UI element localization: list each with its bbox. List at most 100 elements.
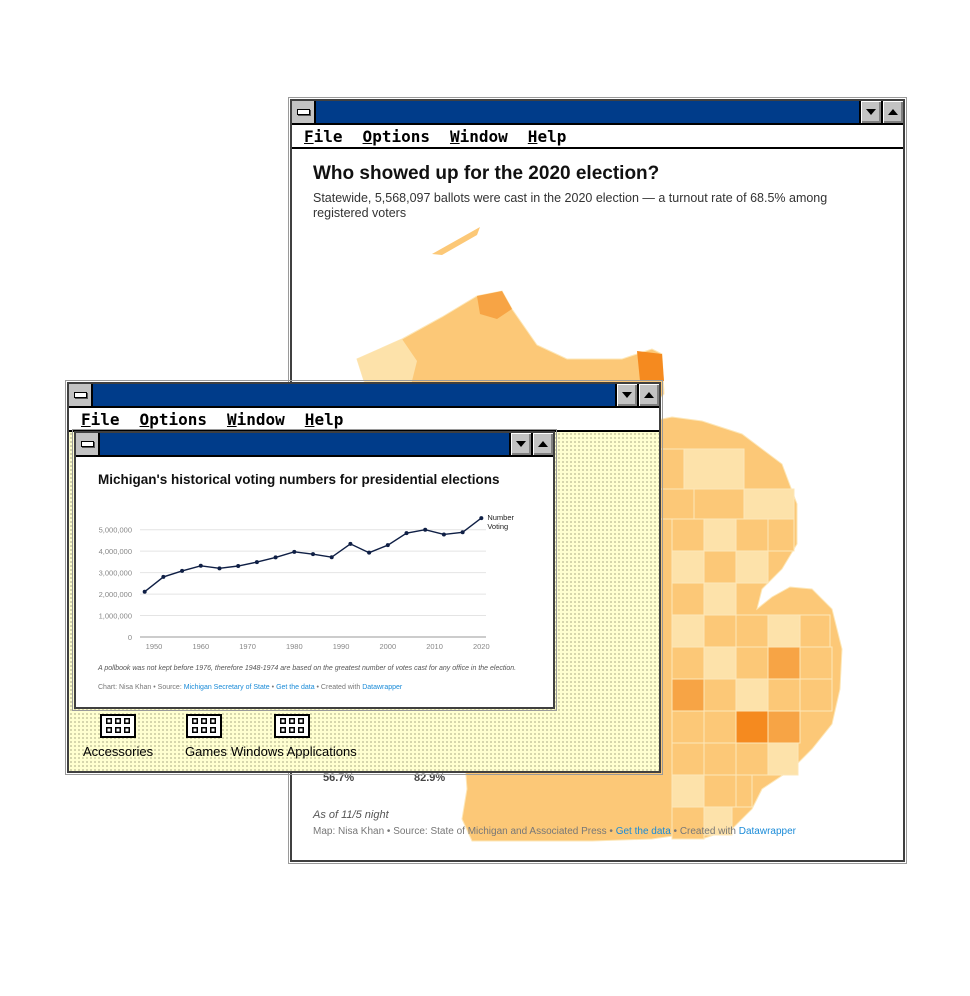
data-point <box>423 527 428 532</box>
menu-file[interactable]: File <box>81 410 120 429</box>
map-window-control-menu-button[interactable] <box>292 101 316 123</box>
menu-file-label: ile <box>90 409 120 429</box>
maximize-arrow-icon <box>644 392 654 398</box>
data-point <box>292 549 297 554</box>
county <box>671 518 705 552</box>
county <box>671 710 705 744</box>
chart-source-link[interactable]: Michigan Secretary of State <box>183 684 270 691</box>
data-point <box>460 530 465 535</box>
windows-applications-group-label[interactable]: Windows Applications <box>231 744 357 759</box>
menu-window[interactable]: Window <box>227 410 285 429</box>
county <box>799 614 831 648</box>
accessories-group-icon[interactable] <box>100 714 136 738</box>
data-point <box>236 563 241 568</box>
menu-file-accel: F <box>81 409 91 429</box>
series-label: Voting <box>487 522 508 531</box>
y-tick-label: 5,000,000 <box>99 526 132 535</box>
county <box>735 550 769 584</box>
map-credit-text: Map: Nisa Khan • Source: State of Michig… <box>313 826 616 837</box>
data-point <box>273 555 278 560</box>
county <box>767 678 801 712</box>
map-datawrapper-link[interactable]: Datawrapper <box>738 826 797 837</box>
x-tick-label: 2010 <box>426 642 443 651</box>
data-point <box>198 563 203 568</box>
data-point <box>404 531 409 536</box>
chart-credit: Chart: Nisa Khan • Source: Michigan Secr… <box>98 684 402 691</box>
county <box>671 550 705 584</box>
games-group-icon[interactable] <box>186 714 222 738</box>
map-get-data-link[interactable]: Get the data <box>615 826 671 837</box>
data-point <box>348 541 353 546</box>
data-point <box>479 516 484 521</box>
county <box>767 614 801 648</box>
county <box>671 582 705 616</box>
games-group-label[interactable]: Games <box>185 744 227 759</box>
y-tick-label: 1,000,000 <box>99 612 132 621</box>
windows-applications-group-icon[interactable] <box>274 714 310 738</box>
county <box>671 646 705 680</box>
pm-window-maximize-button[interactable] <box>637 384 659 406</box>
county <box>671 742 705 776</box>
map-credit: Map: Nisa Khan • Source: State of Michig… <box>313 826 796 837</box>
map-window-titlebar[interactable] <box>292 101 903 125</box>
minimize-arrow-icon <box>622 392 632 398</box>
series-label: Number <box>487 513 514 522</box>
county <box>767 710 801 744</box>
isle-royale-shape <box>432 227 480 255</box>
chart-window-minimize-button[interactable] <box>509 433 531 455</box>
menu-window-accel: W <box>226 409 237 429</box>
menu-help[interactable]: Help <box>528 127 567 146</box>
chart-window-control-menu-button[interactable] <box>76 433 100 455</box>
menu-help-label: elp <box>537 126 567 146</box>
pm-window-minimize-button[interactable] <box>615 384 637 406</box>
menu-help-accel: H <box>527 126 538 146</box>
menu-window[interactable]: Window <box>450 127 508 146</box>
map-credit-mid: • Created with <box>670 826 739 837</box>
pm-window-titlebar[interactable] <box>69 384 659 408</box>
y-tick-label: 2,000,000 <box>99 590 132 599</box>
county <box>767 646 801 680</box>
data-point <box>180 568 185 573</box>
menu-options-accel: O <box>139 409 150 429</box>
county <box>735 742 769 776</box>
county <box>703 710 737 744</box>
y-tick-label: 0 <box>128 633 132 642</box>
county <box>735 646 769 680</box>
county <box>735 678 769 712</box>
county <box>703 806 733 836</box>
data-point <box>367 550 372 555</box>
map-window-minimize-button[interactable] <box>859 101 881 123</box>
county <box>743 488 795 520</box>
pm-window-control-menu-button[interactable] <box>69 384 93 406</box>
menu-options-accel: O <box>362 126 373 146</box>
minimize-arrow-icon <box>866 109 876 115</box>
x-tick-label: 1970 <box>239 642 256 651</box>
data-point <box>254 560 259 565</box>
chart-window-titlebar[interactable] <box>76 433 553 457</box>
x-tick-label: 2000 <box>379 642 396 651</box>
map-window-maximize-button[interactable] <box>881 101 903 123</box>
county <box>735 710 769 744</box>
accessories-group-label[interactable]: Accessories <box>83 744 154 759</box>
y-tick-label: 4,000,000 <box>99 547 132 556</box>
menu-help[interactable]: Help <box>305 410 344 429</box>
map-as-of-note: As of 11/5 night <box>313 809 389 821</box>
x-tick-label: 1990 <box>333 642 350 651</box>
chart-datawrapper-link[interactable]: Datawrapper <box>362 684 403 691</box>
county-grid <box>591 448 833 840</box>
menu-file[interactable]: File <box>304 127 343 146</box>
menu-help-accel: H <box>304 409 315 429</box>
county <box>799 678 833 712</box>
y-tick-label: 3,000,000 <box>99 569 132 578</box>
county <box>703 646 737 680</box>
chart-get-data-link[interactable]: Get the data <box>276 684 315 691</box>
chart-window-maximize-button[interactable] <box>531 433 553 455</box>
menu-file-accel: F <box>304 126 314 146</box>
menu-options[interactable]: Options <box>363 127 430 146</box>
county <box>703 742 737 776</box>
map-title: Who showed up for the 2020 election? <box>313 163 660 184</box>
county <box>735 614 769 648</box>
chart-credit-sep: • <box>269 684 277 691</box>
data-point <box>217 566 222 571</box>
menu-options[interactable]: Options <box>140 410 207 429</box>
